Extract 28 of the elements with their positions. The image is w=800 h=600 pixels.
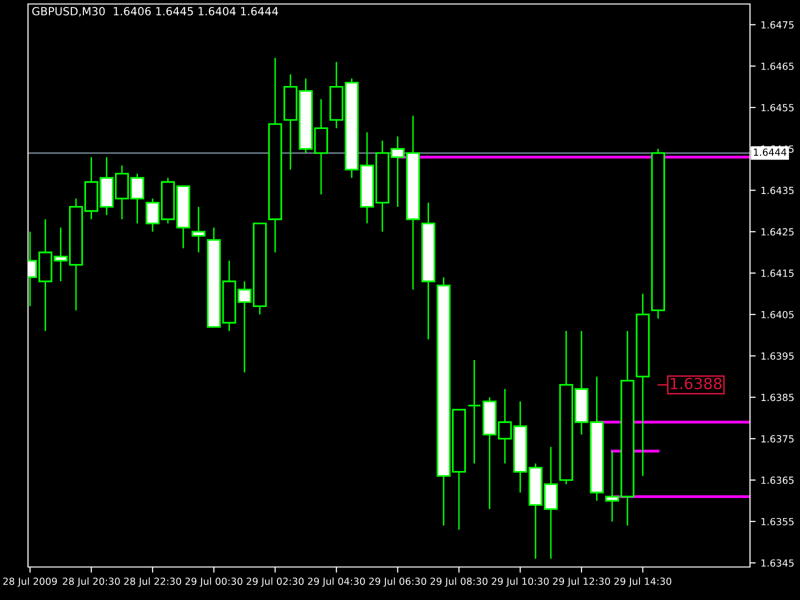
x-tick-label: 29 Jul 06:30: [369, 577, 426, 587]
y-tick-label: 1.6465: [761, 62, 794, 70]
x-tick-label: 29 Jul 08:30: [430, 577, 488, 587]
y-tick-label: 1.6405: [761, 310, 794, 318]
y-tick-label: 1.6435: [761, 186, 794, 194]
y-tick-label: 1.6355: [761, 518, 794, 526]
y-tick-label: 1.6425: [761, 228, 794, 236]
y-tick-label: 1.6385: [761, 394, 794, 402]
y-tick-label: 1.6345: [761, 559, 794, 567]
candlestick: [192, 206, 206, 254]
y-tick-label: 1.6415: [761, 270, 794, 277]
y-tick-label: 1.6365: [761, 476, 794, 484]
y-tick-label: 1.6475: [761, 21, 794, 29]
x-tick-label: 29 Jul 00:30: [185, 577, 242, 587]
annotation: 1.6388: [670, 378, 722, 390]
x-tick-label: 29 Jul 14:30: [614, 577, 672, 587]
x-tick-label: 29 Jul 04:30: [308, 577, 365, 587]
x-tick-label: 29 Jul 12:30: [553, 577, 610, 587]
x-tick-label: 28 Jul 22:30: [124, 577, 182, 587]
candlestick: [467, 359, 482, 464]
chart-title: GBPUSD,M30 1.6406 1.6445 1.6404 1.6444: [32, 7, 278, 17]
y-tick-label: 1.6375: [761, 435, 794, 442]
x-tick-label: 28 Jul 2009: [3, 577, 57, 587]
x-tick-label: 28 Jul 20:30: [62, 577, 120, 587]
x-tick-label: 29 Jul 10:30: [492, 577, 549, 587]
y-tick-label: 1.6395: [761, 352, 794, 360]
x-tick-label: 29 Jul 02:30: [246, 577, 304, 587]
y-tick-label: 1.6455: [761, 104, 794, 112]
